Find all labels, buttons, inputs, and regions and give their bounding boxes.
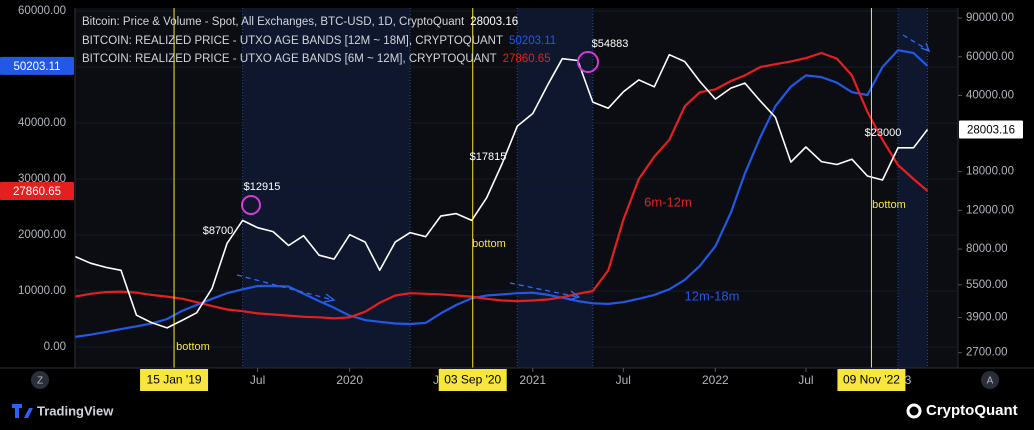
x-tick-label: Jul [616,373,631,387]
arrow-head [568,290,581,301]
axis-value-label: 50203.11 [13,61,60,73]
legend-value: 28003.16 [470,16,518,28]
grid [75,10,958,348]
annotation: 12m-18m [685,288,740,303]
y-tick-label: 0.00 [44,341,66,353]
y2-tick-label: 12000.00 [966,204,1014,216]
shaded-range [242,8,411,368]
annotation: 6m-12m [644,194,692,209]
annotation: bottom [472,238,506,250]
button-bg[interactable] [31,371,49,389]
tv-logo [12,404,33,418]
legend-entry: Bitcoin: Price & Volume - Spot, All Exch… [82,16,518,28]
marker-label: 15 Jan '19 [147,373,202,387]
y2-tick-label: 2700.00 [966,347,1008,359]
axis-value-tag [0,181,74,200]
y-tick-label: 20000.00 [18,229,66,241]
y-tick-label: 40000.00 [18,117,66,129]
highlight-circle [241,195,261,215]
legend-value: 27860.65 [503,53,551,65]
axis-value-tag [0,56,74,75]
legend: Bitcoin: Price & Volume - Spot, All Exch… [82,16,556,65]
trend-arrows [236,34,931,303]
brand-left: TradingView [37,403,114,418]
annotation: bottom [176,341,210,353]
legend-name: BITCOIN: REALIZED PRICE - UTXO AGE BANDS… [82,35,503,47]
annotation: $8700 [203,225,234,237]
x-tick-label: Jul [798,373,813,387]
legend-entry: BITCOIN: REALIZED PRICE - UTXO AGE BANDS… [82,53,551,65]
annotation: bottom [872,199,906,211]
arrow-head [920,42,931,53]
legend-entry: BITCOIN: REALIZED PRICE - UTXO AGE BANDS… [82,35,556,47]
y-tick-label: 60000.00 [18,5,66,17]
axis-value-tag [959,120,1023,139]
series-line [74,51,929,320]
y2-tick-label: 3900.00 [966,312,1008,324]
highlight-circle [577,51,599,73]
y2-tick-label: 18000.00 [966,166,1014,178]
x-tick-label: Jul [250,373,265,387]
axis-button[interactable]: Z [37,376,43,387]
annotation: $17815 [470,151,507,163]
y2-tick-label: 60000.00 [966,51,1014,63]
decorations [236,34,931,303]
arrow [902,34,929,51]
marker-label-bg [438,369,507,391]
y2-tick-label: 40000.00 [966,89,1014,101]
annotations: $12915 $8700 $17815 $54883 $23000 bottom… [176,38,906,353]
annotation: $54883 [592,38,629,50]
axis-value-label: 27860.65 [13,186,61,198]
series-lines [74,49,929,338]
y2-tick-label: 5500.00 [966,279,1008,291]
brand-right: CryptoQuant [926,402,1018,419]
axes [0,8,1034,369]
legend-value: 50203.11 [509,35,556,47]
axis-button[interactable]: A [987,376,994,387]
arrow [509,282,579,298]
shaded-ranges [242,8,928,368]
date-markers [173,8,872,368]
legend-name: BITCOIN: REALIZED PRICE - UTXO AGE BANDS… [82,53,497,65]
arrow-head [323,293,336,303]
x-tick-label: 2022 [702,373,729,387]
y-tick-label: 10000.00 [18,285,66,297]
arrow [236,274,334,301]
y2-tick-label: 90000.00 [966,12,1014,24]
marker-label-bg [140,369,209,391]
series-line [74,49,929,338]
cq-logo [906,403,922,419]
axis-buttons: Z A [31,371,999,389]
footer: TradingView CryptoQuant [12,402,1018,419]
x-tick-label: 2021 [519,373,546,387]
series-line [74,53,929,329]
annotation: $12915 [244,181,281,193]
annotation: $23000 [865,127,902,139]
marker-label: 03 Sep '20 [444,373,501,387]
y2-tick-label: 8000.00 [966,243,1008,255]
x-tick-label: 2020 [336,373,363,387]
marker-label-bg [837,369,906,391]
marker-label: 09 Nov '22 [843,373,900,387]
button-bg[interactable] [981,371,999,389]
axis-value-label: 28003.16 [967,125,1015,137]
legend-name: Bitcoin: Price & Volume - Spot, All Exch… [82,16,465,28]
